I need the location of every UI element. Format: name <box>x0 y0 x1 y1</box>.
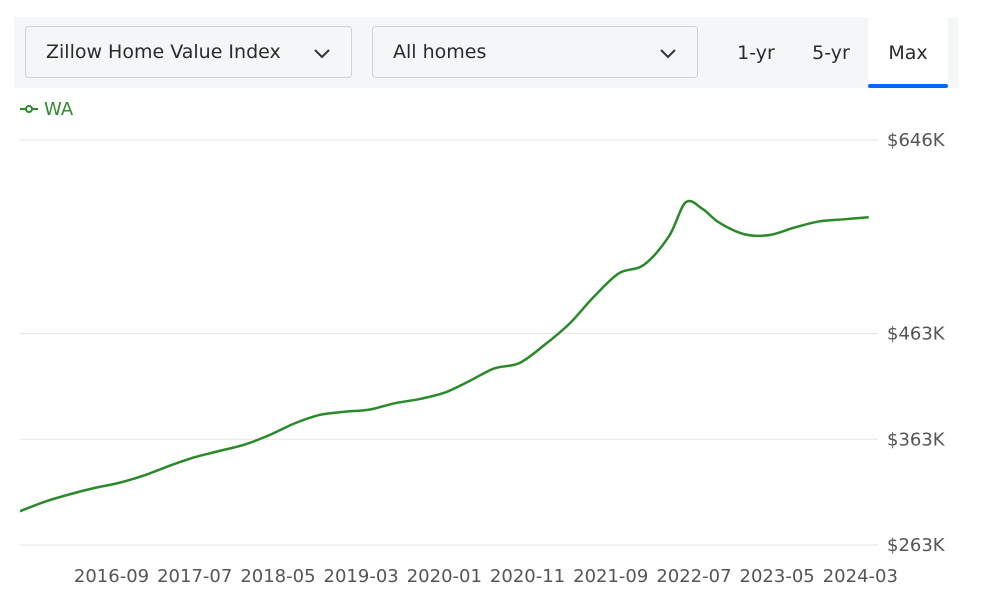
x-tick-label: 2022-07 <box>656 566 731 587</box>
x-tick-label: 2024-03 <box>823 566 898 587</box>
range-5yr-button[interactable]: 5-yr <box>812 41 850 64</box>
x-tick-label: 2017-07 <box>157 566 232 587</box>
range-max-label: Max <box>888 41 928 64</box>
active-range-indicator <box>868 84 948 88</box>
x-tick-label: 2018-05 <box>240 566 315 587</box>
x-tick-label: 2021-09 <box>573 566 648 587</box>
y-tick-label: $646K <box>887 130 946 151</box>
x-tick-label: 2023-05 <box>740 566 815 587</box>
chart-toolbar: Zillow Home Value Index All homes 1-yr 5… <box>14 17 958 88</box>
x-tick-label: 2016-09 <box>74 566 149 587</box>
chart-legend[interactable]: WA <box>20 97 73 121</box>
y-tick-label: $263K <box>887 535 946 556</box>
range-1yr-button[interactable]: 1-yr <box>737 41 775 64</box>
y-tick-label: $363K <box>887 429 946 450</box>
legend-series-label: WA <box>44 98 74 120</box>
chevron-down-icon <box>314 49 330 59</box>
y-tick-label: $463K <box>887 324 946 345</box>
line-marker-icon <box>20 105 38 113</box>
x-tick-label: 2020-11 <box>490 566 565 587</box>
home-type-select-label: All homes <box>393 41 487 63</box>
x-tick-label: 2019-03 <box>324 566 399 587</box>
chevron-down-icon <box>660 49 676 59</box>
metric-select-label: Zillow Home Value Index <box>46 41 281 63</box>
x-tick-label: 2020-01 <box>407 566 482 587</box>
metric-select[interactable]: Zillow Home Value Index <box>25 26 352 78</box>
series-line-wa[interactable] <box>19 199 869 513</box>
home-type-select[interactable]: All homes <box>372 26 698 78</box>
range-max-button[interactable]: Max <box>868 17 948 88</box>
